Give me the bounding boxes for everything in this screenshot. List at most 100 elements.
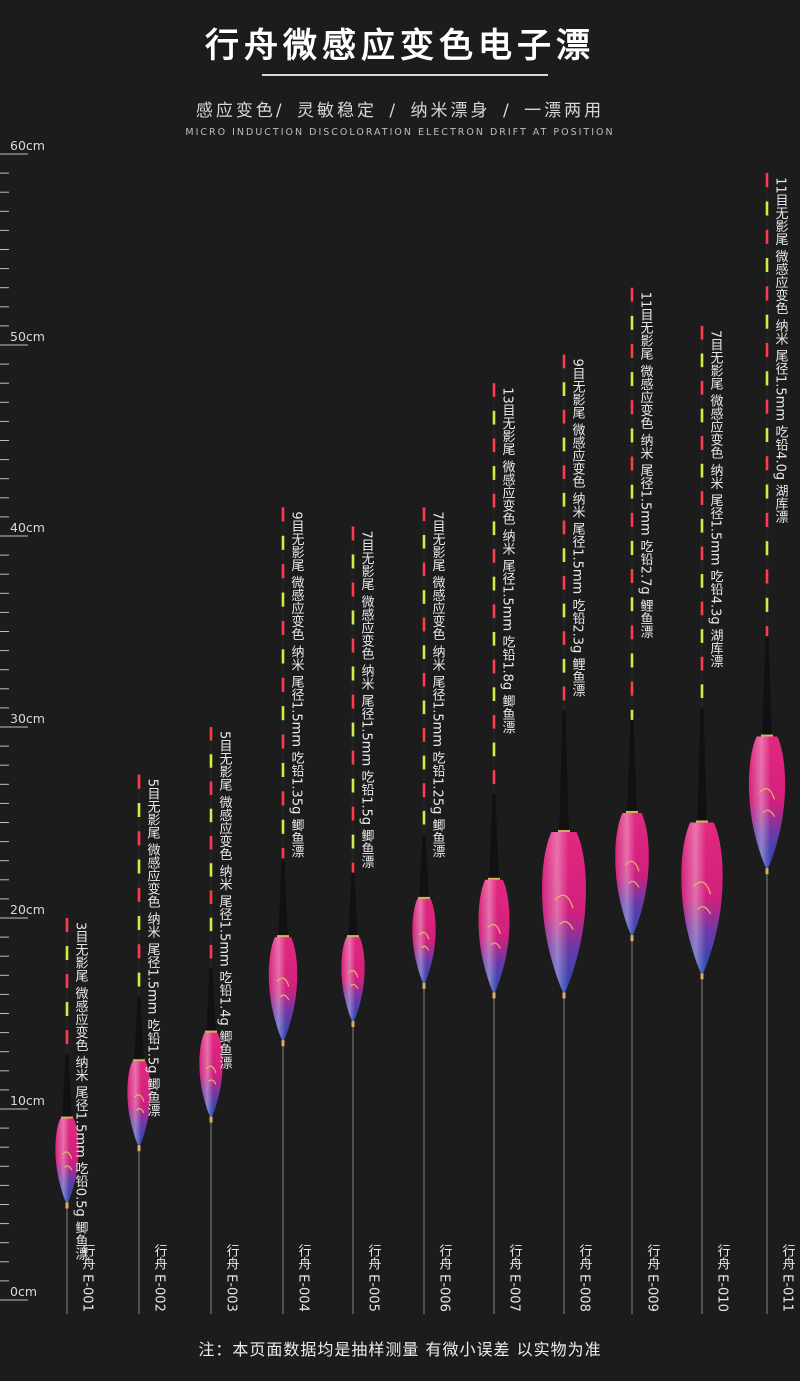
float-body-highlight — [615, 812, 649, 938]
float-tip — [281, 507, 285, 863]
ruler-label: 20cm — [10, 902, 45, 917]
tip-segment — [281, 777, 285, 792]
tip-segment — [630, 484, 634, 499]
tip-segment — [700, 477, 704, 492]
tip-segment — [700, 698, 704, 712]
tip-segment — [700, 615, 704, 630]
tip-segment — [137, 887, 141, 902]
tip-segment — [137, 944, 141, 959]
tip-segment — [765, 442, 769, 457]
tip-segment — [562, 672, 566, 687]
tip-segment — [422, 534, 426, 549]
float-bottom-cap — [137, 1145, 141, 1152]
tip-segment — [630, 456, 634, 471]
tip-segment — [492, 493, 496, 508]
tip-segment — [422, 728, 426, 742]
tip-segment — [351, 624, 355, 639]
float-tip — [492, 383, 496, 798]
tip-segment — [630, 540, 634, 556]
tip-segment — [351, 554, 355, 569]
tip-segment — [765, 286, 769, 301]
tip-segment — [492, 770, 496, 785]
tip-segment — [492, 714, 496, 729]
tip-segment — [765, 597, 769, 612]
tip-segment — [281, 805, 285, 820]
tip-segment — [137, 958, 141, 973]
tip-segment — [630, 526, 634, 541]
tip-segment — [209, 904, 213, 918]
float-body-highlight — [199, 1032, 223, 1119]
tip-segment — [492, 645, 496, 660]
page-title: 行舟微感应变色电子漂 — [205, 26, 595, 66]
float-body-highlight — [268, 937, 298, 1043]
tip-segment — [492, 479, 496, 494]
tip-segment — [630, 653, 634, 668]
tip-segment — [765, 187, 769, 202]
tip-segment — [65, 974, 69, 989]
float-model: 行舟 E-002 — [152, 1244, 168, 1312]
tip-segment — [562, 437, 566, 452]
tip-segment — [562, 631, 566, 646]
tip-segment — [700, 394, 704, 409]
float-stem — [627, 719, 637, 817]
tip-segment — [351, 848, 355, 863]
ruler-label: 60cm — [10, 138, 45, 153]
float-spec: 9目无影尾 微感应变色 纳米 尾径1.5mm 吃铅2.3g 鲤鱼漂 — [570, 359, 586, 697]
tip-segment — [351, 666, 355, 681]
tip-segment — [209, 944, 213, 959]
tip-segment — [351, 568, 355, 583]
tip-segment — [562, 603, 566, 618]
tip-segment — [209, 958, 213, 973]
tip-segment — [630, 414, 634, 429]
tip-segment — [765, 243, 769, 259]
tip-segment — [765, 173, 769, 188]
tip-segment — [700, 642, 704, 657]
tip-segment — [209, 917, 213, 932]
tip-segment — [630, 358, 634, 373]
ruler-scale: 60cm 50cm 40cm 30cm 20cm 10cm 0cm — [0, 138, 45, 1301]
tip-segment — [765, 484, 769, 499]
tip-segment — [492, 549, 496, 563]
tip-segment — [700, 367, 704, 382]
tip-segment — [351, 722, 355, 737]
float-stem — [206, 968, 216, 1037]
tip-segment — [422, 797, 426, 811]
float-body-highlight — [542, 832, 586, 995]
float-decoration — [759, 788, 776, 818]
tip-segment — [351, 694, 355, 709]
tip-segment — [765, 314, 769, 329]
tip-segment — [562, 534, 566, 549]
tip-segment — [492, 756, 496, 771]
tip-segment — [630, 470, 634, 485]
tip-segment — [630, 667, 634, 682]
float-model: 行舟 E-001 — [80, 1244, 96, 1312]
tip-segment — [492, 784, 496, 798]
float-gold-ring — [626, 810, 638, 814]
tip-segment — [65, 946, 69, 961]
tip-segment — [492, 397, 496, 411]
tip-segment — [209, 931, 213, 945]
tip-segment — [700, 339, 704, 354]
tip-segment — [65, 932, 69, 947]
tip-segment — [630, 301, 634, 316]
tip-segment — [562, 575, 566, 590]
tip-segment — [281, 791, 285, 806]
tip-segment — [700, 670, 704, 685]
float-spec: 11目无影尾 微感应变色 纳米 尾径1.5mm 吃铅2.7g 鲤鱼漂 — [638, 292, 654, 639]
tip-segment — [281, 833, 285, 849]
tip-segment — [281, 592, 285, 607]
float-gold-ring — [696, 820, 708, 824]
tip-segment — [281, 691, 285, 707]
tip-segment — [765, 626, 769, 641]
tip-segment — [700, 353, 704, 368]
tip-segment — [209, 822, 213, 836]
tip-segment — [422, 507, 426, 522]
tip-segment — [630, 428, 634, 443]
tip-segment — [700, 587, 704, 602]
ruler-label: 0cm — [10, 1284, 37, 1299]
tip-segment — [422, 700, 426, 715]
ruler-label: 50cm — [10, 329, 45, 344]
tip-segment — [422, 659, 426, 673]
